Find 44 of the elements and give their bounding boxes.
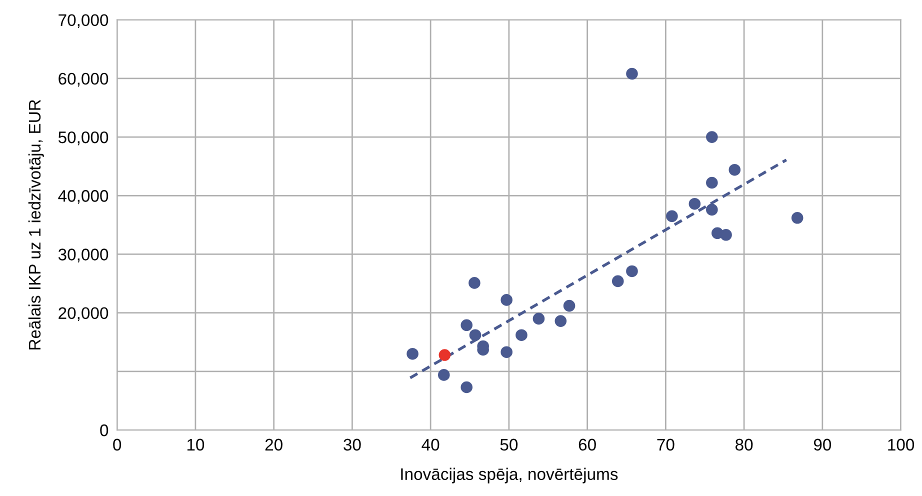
point [532,312,545,325]
point [706,176,718,189]
y-tick-label: 30,000 [58,248,108,262]
point [706,204,718,216]
x-tick-label: 50 [500,438,518,451]
y-tick-label: 20,000 [58,307,108,322]
y-axis-title: Reālais IKP uz 1 iedzīvotāju, EUR [28,100,44,350]
x-tick-label: 90 [814,438,832,451]
point [626,68,638,80]
y-tick-label: 0 [100,424,108,436]
point [554,315,567,327]
point [468,277,480,289]
point [500,294,512,306]
point [666,210,678,222]
x-tick-label: 80 [736,438,753,451]
x-tick-label: 70 [657,438,674,451]
point [612,275,624,288]
point [469,329,482,342]
y-tick-label: 60,000 [58,72,108,87]
point [728,164,741,176]
point [406,348,418,360]
point [688,198,701,210]
point [500,346,512,358]
point [460,381,473,394]
point [460,319,473,332]
point [791,212,804,224]
point [438,369,450,381]
y-tick-label: 70,000 [58,14,108,28]
x-tick-label: 10 [187,438,204,451]
x-axis-title: Inovācijas spēja, novērtējums [401,468,618,484]
x-tick-label: 30 [344,438,361,451]
x-tick-label: 20 [265,438,282,451]
point [563,300,576,312]
point [706,131,718,143]
point [626,265,638,278]
x-tick-label: 40 [422,438,440,451]
x-tick-label: 0 [113,438,122,451]
y-tick-label: 40,000 [58,190,108,204]
x-tick-label: 60 [578,438,596,451]
y-tick-label: 50,000 [58,131,108,146]
point [438,349,451,361]
x-tick-label: 100 [888,438,914,451]
point [516,329,528,342]
point [720,228,732,241]
